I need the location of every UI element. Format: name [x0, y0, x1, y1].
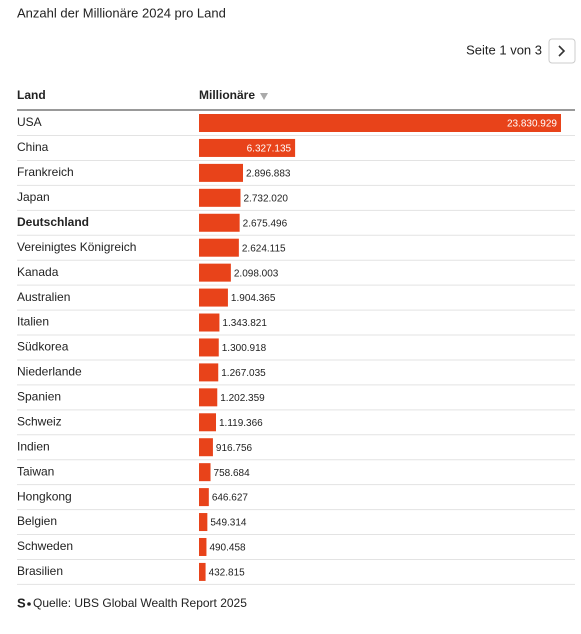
value-label: 1.300.918 [222, 343, 267, 354]
value-label: 2.896.883 [246, 169, 291, 180]
value-label: 490.458 [209, 543, 246, 554]
value-label: 1.343.821 [222, 318, 267, 329]
bar [199, 338, 219, 357]
value-label: 549.314 [210, 518, 247, 529]
value-label: 916.756 [216, 443, 253, 454]
value-label: 2.098.003 [234, 268, 279, 279]
category-label: USA [17, 115, 42, 129]
category-label: Australien [17, 290, 70, 304]
bar [199, 488, 209, 507]
category-label: Schweden [17, 539, 73, 553]
bar [199, 388, 218, 407]
category-label: Deutschland [17, 215, 89, 229]
category-label: Frankreich [17, 165, 74, 179]
logo: S [17, 595, 26, 610]
value-label: 2.624.115 [242, 243, 286, 254]
column-header[interactable]: Millionäre [199, 88, 255, 102]
bar [199, 513, 208, 532]
bar [199, 562, 206, 581]
bar [199, 114, 561, 132]
bar [199, 163, 244, 182]
bar [199, 537, 207, 556]
bar [199, 313, 220, 332]
chart-title: Anzahl der Millionäre 2024 pro Land [17, 5, 226, 20]
category-label: Südkorea [17, 340, 69, 354]
bar [199, 413, 217, 432]
value-label: 2.675.496 [243, 218, 288, 229]
bar [199, 288, 228, 307]
category-label: Kanada [17, 265, 59, 279]
value-label: 646.627 [212, 493, 249, 504]
source: Quelle: UBS Global Wealth Report 2025 [33, 596, 247, 610]
value-label: 1.904.365 [231, 293, 276, 304]
bar [199, 213, 240, 232]
column-header: Land [17, 88, 46, 102]
value-label: 1.267.035 [221, 368, 266, 379]
category-label: Taiwan [17, 464, 54, 478]
category-label: Japan [17, 190, 50, 204]
logo-dot [27, 602, 31, 606]
bar [199, 463, 211, 482]
value-label: 432.815 [209, 568, 246, 579]
bar [199, 438, 213, 457]
value-label: 6.327.135 [247, 144, 292, 155]
bar [199, 363, 219, 382]
value-label: 1.119.366 [219, 418, 263, 429]
category-label: Spanien [17, 390, 61, 404]
category-label: Belgien [17, 514, 57, 528]
value-label: 1.202.359 [220, 393, 265, 404]
category-label: Indien [17, 439, 50, 453]
bar [199, 263, 231, 282]
value-label: 23.830.929 [507, 119, 557, 130]
category-label: Vereinigtes Königreich [17, 240, 136, 254]
value-label: 758.684 [214, 468, 251, 479]
category-label: China [17, 140, 49, 154]
value-label: 2.732.020 [244, 193, 289, 204]
category-label: Brasilien [17, 564, 63, 578]
category-label: Hongkong [17, 489, 72, 503]
category-label: Niederlande [17, 365, 82, 379]
pager-label: Seite 1 von 3 [466, 42, 542, 57]
next-page-button[interactable] [548, 38, 576, 64]
category-label: Schweiz [17, 414, 62, 428]
bar [199, 188, 241, 207]
sort-icon [260, 93, 269, 100]
bar [199, 138, 296, 157]
category-label: Italien [17, 315, 49, 329]
bar [199, 238, 239, 257]
